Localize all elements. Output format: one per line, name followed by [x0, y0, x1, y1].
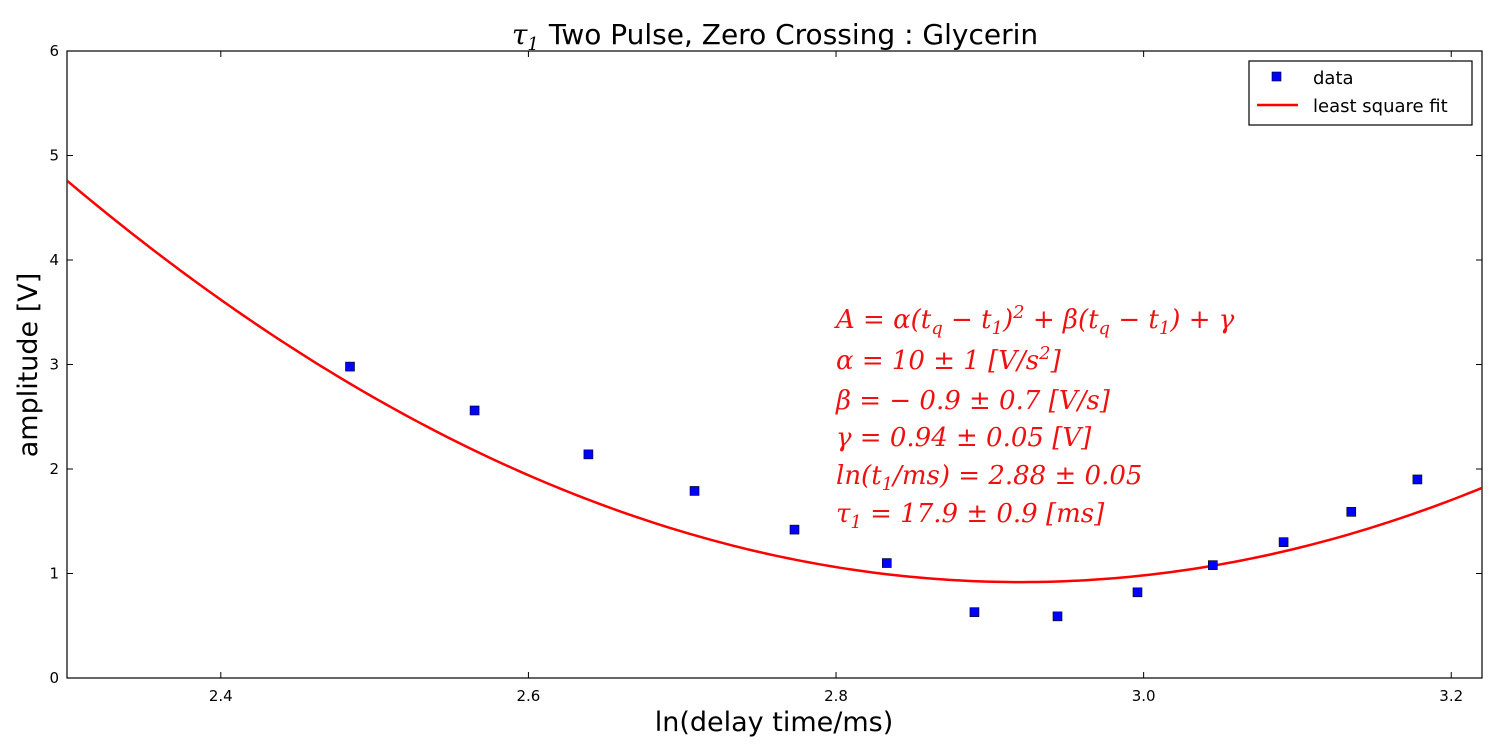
fit-annotation: A = α(tq − t1)2 + β(tq − t1) + γ α = 10 … — [834, 302, 1235, 533]
annotation-alpha: α = 10 ± 1 [V/s2] — [836, 343, 1062, 376]
y-tick-label: 2 — [49, 460, 59, 478]
legend: data least square fit — [1248, 60, 1473, 126]
y-tick-label: 6 — [49, 42, 59, 60]
data-point — [1052, 611, 1063, 622]
x-tick-label: 3.2 — [1439, 687, 1463, 705]
data-point — [1132, 587, 1143, 598]
axis-tick-labels: 2.4 2.6 2.8 3.0 3.2 0 1 2 3 4 5 6 — [49, 42, 1463, 705]
x-tick-label: 2.8 — [824, 687, 848, 705]
annotation-ln-t1: ln(t1/ms) = 2.88 ± 0.05 — [836, 461, 1142, 495]
annotation-beta: β = − 0.9 ± 0.7 [V/s] — [835, 386, 1111, 416]
annotation-equation: A = α(tq − t1)2 + β(tq − t1) + γ — [834, 302, 1235, 339]
data-point — [881, 558, 892, 568]
plot-area — [66, 50, 1483, 679]
chart-title-text: Two Pulse, Zero Crossing : Glycerin — [548, 18, 1038, 51]
y-axis-label: amplitude [V] — [13, 273, 44, 458]
y-tick-label: 1 — [49, 565, 59, 583]
data-point — [469, 405, 480, 416]
y-tick-label: 3 — [49, 356, 59, 374]
data-point — [969, 607, 980, 617]
data-point — [345, 361, 355, 372]
data-point — [1346, 507, 1357, 517]
x-axis-label: ln(delay time/ms) — [655, 707, 894, 738]
x-tick-label: 2.4 — [209, 687, 233, 705]
chart-title-symbol-sub: 1 — [527, 34, 538, 55]
legend-data-label: data — [1313, 68, 1354, 89]
data-points — [345, 361, 1423, 622]
legend-data-marker — [1271, 71, 1282, 82]
x-tick-label: 3.0 — [1132, 687, 1156, 705]
axis-ticks — [67, 50, 1482, 679]
y-tick-label: 4 — [49, 251, 59, 269]
annotation-tau1: τ1 = 17.9 ± 0.9 [ms] — [836, 499, 1105, 533]
data-point — [789, 524, 800, 535]
y-tick-label: 0 — [49, 669, 59, 687]
legend-fit-label: least square fit — [1313, 96, 1448, 117]
fit-line — [67, 179, 1482, 584]
annotation-gamma: γ = 0.94 ± 0.05 [V] — [836, 423, 1092, 453]
data-point — [1278, 537, 1289, 547]
x-tick-label: 2.6 — [516, 687, 540, 705]
chart-title: τ1 Two Pulse, Zero Crossing : Glycerin — [512, 18, 1038, 55]
data-point — [689, 486, 700, 496]
data-point — [583, 449, 594, 460]
legend-box — [1248, 60, 1473, 126]
data-point — [1208, 560, 1218, 570]
chart-title-symbol: τ — [512, 18, 528, 51]
data-point — [1412, 474, 1423, 485]
y-tick-label: 5 — [49, 147, 59, 165]
